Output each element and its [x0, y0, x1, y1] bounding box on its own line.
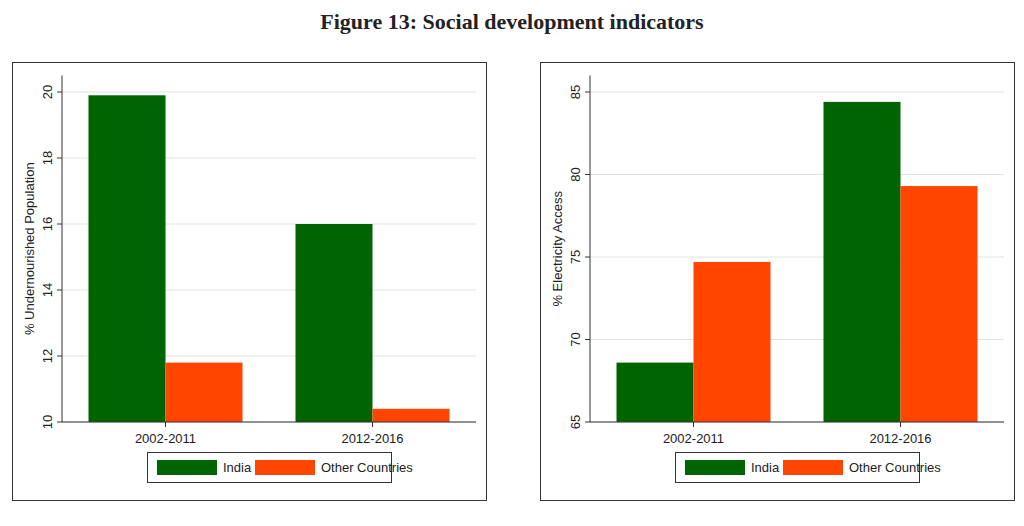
panel-frame [13, 63, 487, 501]
tick-mark [57, 290, 62, 291]
y-tick-label: 20 [40, 85, 55, 99]
bars [616, 102, 977, 422]
y-tick-label: 65 [568, 415, 583, 429]
tick-mark [57, 158, 62, 159]
tick-mark [57, 92, 62, 93]
x-tick-mark [372, 422, 373, 427]
y-axis-label: % Undernourished Population [22, 162, 37, 335]
legend-swatch [685, 460, 745, 475]
tick-mark [585, 92, 590, 93]
x-tick-mark [165, 422, 166, 427]
tick-mark [57, 356, 62, 357]
grid-line [590, 422, 1004, 423]
legend-label: India [751, 460, 780, 475]
tick-mark [585, 339, 590, 340]
x-tick-label: 2012-2016 [869, 431, 931, 446]
y-tick-label: 70 [568, 332, 583, 346]
y-tick-label: 14 [40, 283, 55, 297]
bar [616, 363, 693, 422]
x-tick-label: 2012-2016 [341, 431, 403, 446]
tick-mark [585, 174, 590, 175]
legend-swatch [783, 460, 843, 475]
legend-swatch [157, 460, 217, 475]
panel-frame [541, 63, 1015, 501]
figure-title: Figure 13: Social development indicators [320, 9, 704, 34]
plot-area [62, 76, 476, 423]
y-tick-label: 16 [40, 217, 55, 231]
y-tick-label: 85 [568, 85, 583, 99]
x-axis-line [590, 422, 1004, 423]
tick-mark [57, 422, 62, 423]
legend: India Other Countries [148, 453, 414, 483]
tick-mark [585, 257, 590, 258]
grid-line [62, 422, 476, 423]
y-axis-line [62, 76, 63, 423]
bar [166, 363, 243, 422]
y-axis-label: % Electricity Access [550, 190, 565, 306]
y-tick-label: 80 [568, 167, 583, 181]
x-tick-mark [900, 422, 901, 427]
y-tick-label: 18 [40, 151, 55, 165]
grid-line [590, 174, 1004, 175]
tick-mark [585, 422, 590, 423]
x-tick-label: 2002-2011 [663, 431, 724, 446]
plot-area [590, 76, 1004, 423]
y-tick-label: 75 [568, 250, 583, 264]
legend-label: India [223, 460, 252, 475]
legend-label: Other Countries [849, 460, 941, 475]
grid-line [590, 92, 1004, 93]
bar [901, 186, 978, 422]
chart-panel: 65 70 75 80 85 % Electricity Access 2002-2011 2… [541, 63, 1015, 501]
x-tick-label: 2002-2011 [135, 431, 196, 446]
x-tick-mark [693, 422, 694, 427]
grid-line [62, 92, 476, 93]
x-axis-line [62, 422, 476, 423]
bar [373, 409, 450, 422]
bar [694, 262, 771, 422]
bar [88, 95, 165, 422]
legend-swatch [255, 460, 315, 475]
bars [88, 95, 449, 422]
bar [295, 224, 372, 422]
y-axis-line [590, 76, 591, 423]
y-tick-label: 12 [40, 349, 55, 363]
bar [823, 102, 900, 422]
chart-panel: 10 12 14 16 18 20 % Undernourished Population 2… [13, 63, 487, 501]
figure: Figure 13: Social development indicators… [0, 0, 1024, 526]
legend: India Other Countries [676, 453, 942, 483]
y-tick-label: 10 [40, 415, 55, 429]
tick-mark [57, 224, 62, 225]
legend-label: Other Countries [321, 460, 413, 475]
